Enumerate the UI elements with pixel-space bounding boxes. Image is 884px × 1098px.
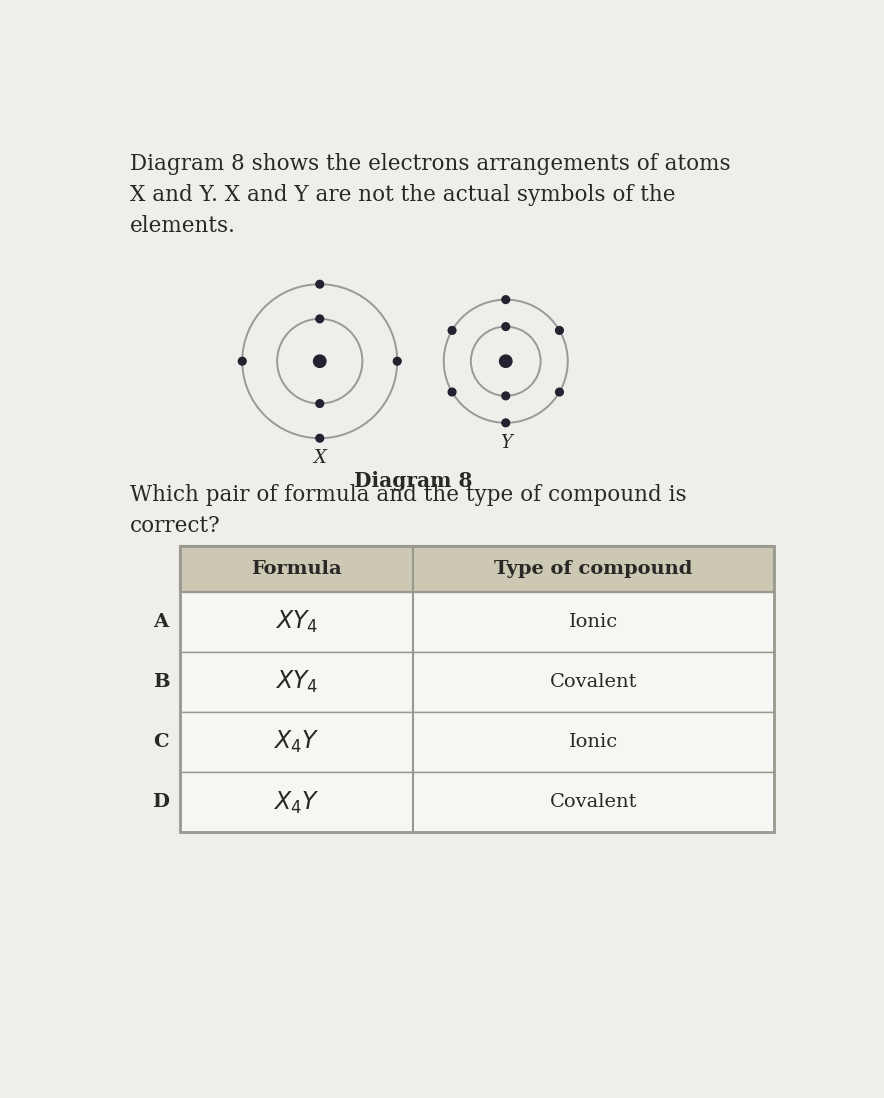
Text: Which pair of formula and the type of compound is: Which pair of formula and the type of co… [130, 484, 687, 506]
Bar [180, 772, 774, 832]
Text: Ionic: Ionic [568, 614, 618, 631]
Bar [180, 713, 774, 772]
Text: Diagram 8 shows the electrons arrangements of atoms: Diagram 8 shows the electrons arrangemen… [130, 154, 730, 176]
Circle shape [316, 435, 324, 442]
Text: D: D [152, 794, 170, 811]
Text: $X_4Y$: $X_4Y$ [273, 789, 320, 816]
Text: Type of compound: Type of compound [494, 560, 692, 579]
Text: $X_4Y$: $X_4Y$ [273, 729, 320, 755]
Text: X and Y. X and Y are not the actual symbols of the: X and Y. X and Y are not the actual symb… [130, 184, 675, 206]
Text: Covalent: Covalent [550, 673, 637, 692]
Text: Ionic: Ionic [568, 733, 618, 751]
Bar [180, 652, 774, 713]
Text: $XY_4$: $XY_4$ [275, 609, 318, 636]
Circle shape [502, 419, 509, 427]
Circle shape [448, 326, 456, 334]
Bar [180, 546, 774, 592]
Circle shape [502, 323, 509, 330]
Bar [180, 546, 774, 832]
Bar [180, 592, 774, 652]
Circle shape [316, 280, 324, 288]
Circle shape [499, 355, 512, 368]
Text: Covalent: Covalent [550, 794, 637, 811]
Text: A: A [153, 614, 169, 631]
Text: X: X [313, 449, 326, 467]
Text: B: B [153, 673, 169, 692]
Text: elements.: elements. [130, 215, 236, 237]
Text: correct?: correct? [130, 515, 220, 537]
Text: Y: Y [499, 434, 512, 451]
Circle shape [502, 392, 509, 400]
Text: Diagram 8: Diagram 8 [354, 471, 472, 491]
Circle shape [316, 315, 324, 323]
Circle shape [555, 389, 563, 396]
Text: $XY_4$: $XY_4$ [275, 669, 318, 695]
Circle shape [448, 389, 456, 396]
Circle shape [239, 357, 246, 365]
Circle shape [314, 355, 326, 368]
Circle shape [393, 357, 401, 365]
Circle shape [502, 295, 509, 303]
Circle shape [316, 400, 324, 407]
Text: Formula: Formula [251, 560, 342, 579]
Text: C: C [153, 733, 169, 751]
Circle shape [555, 326, 563, 334]
